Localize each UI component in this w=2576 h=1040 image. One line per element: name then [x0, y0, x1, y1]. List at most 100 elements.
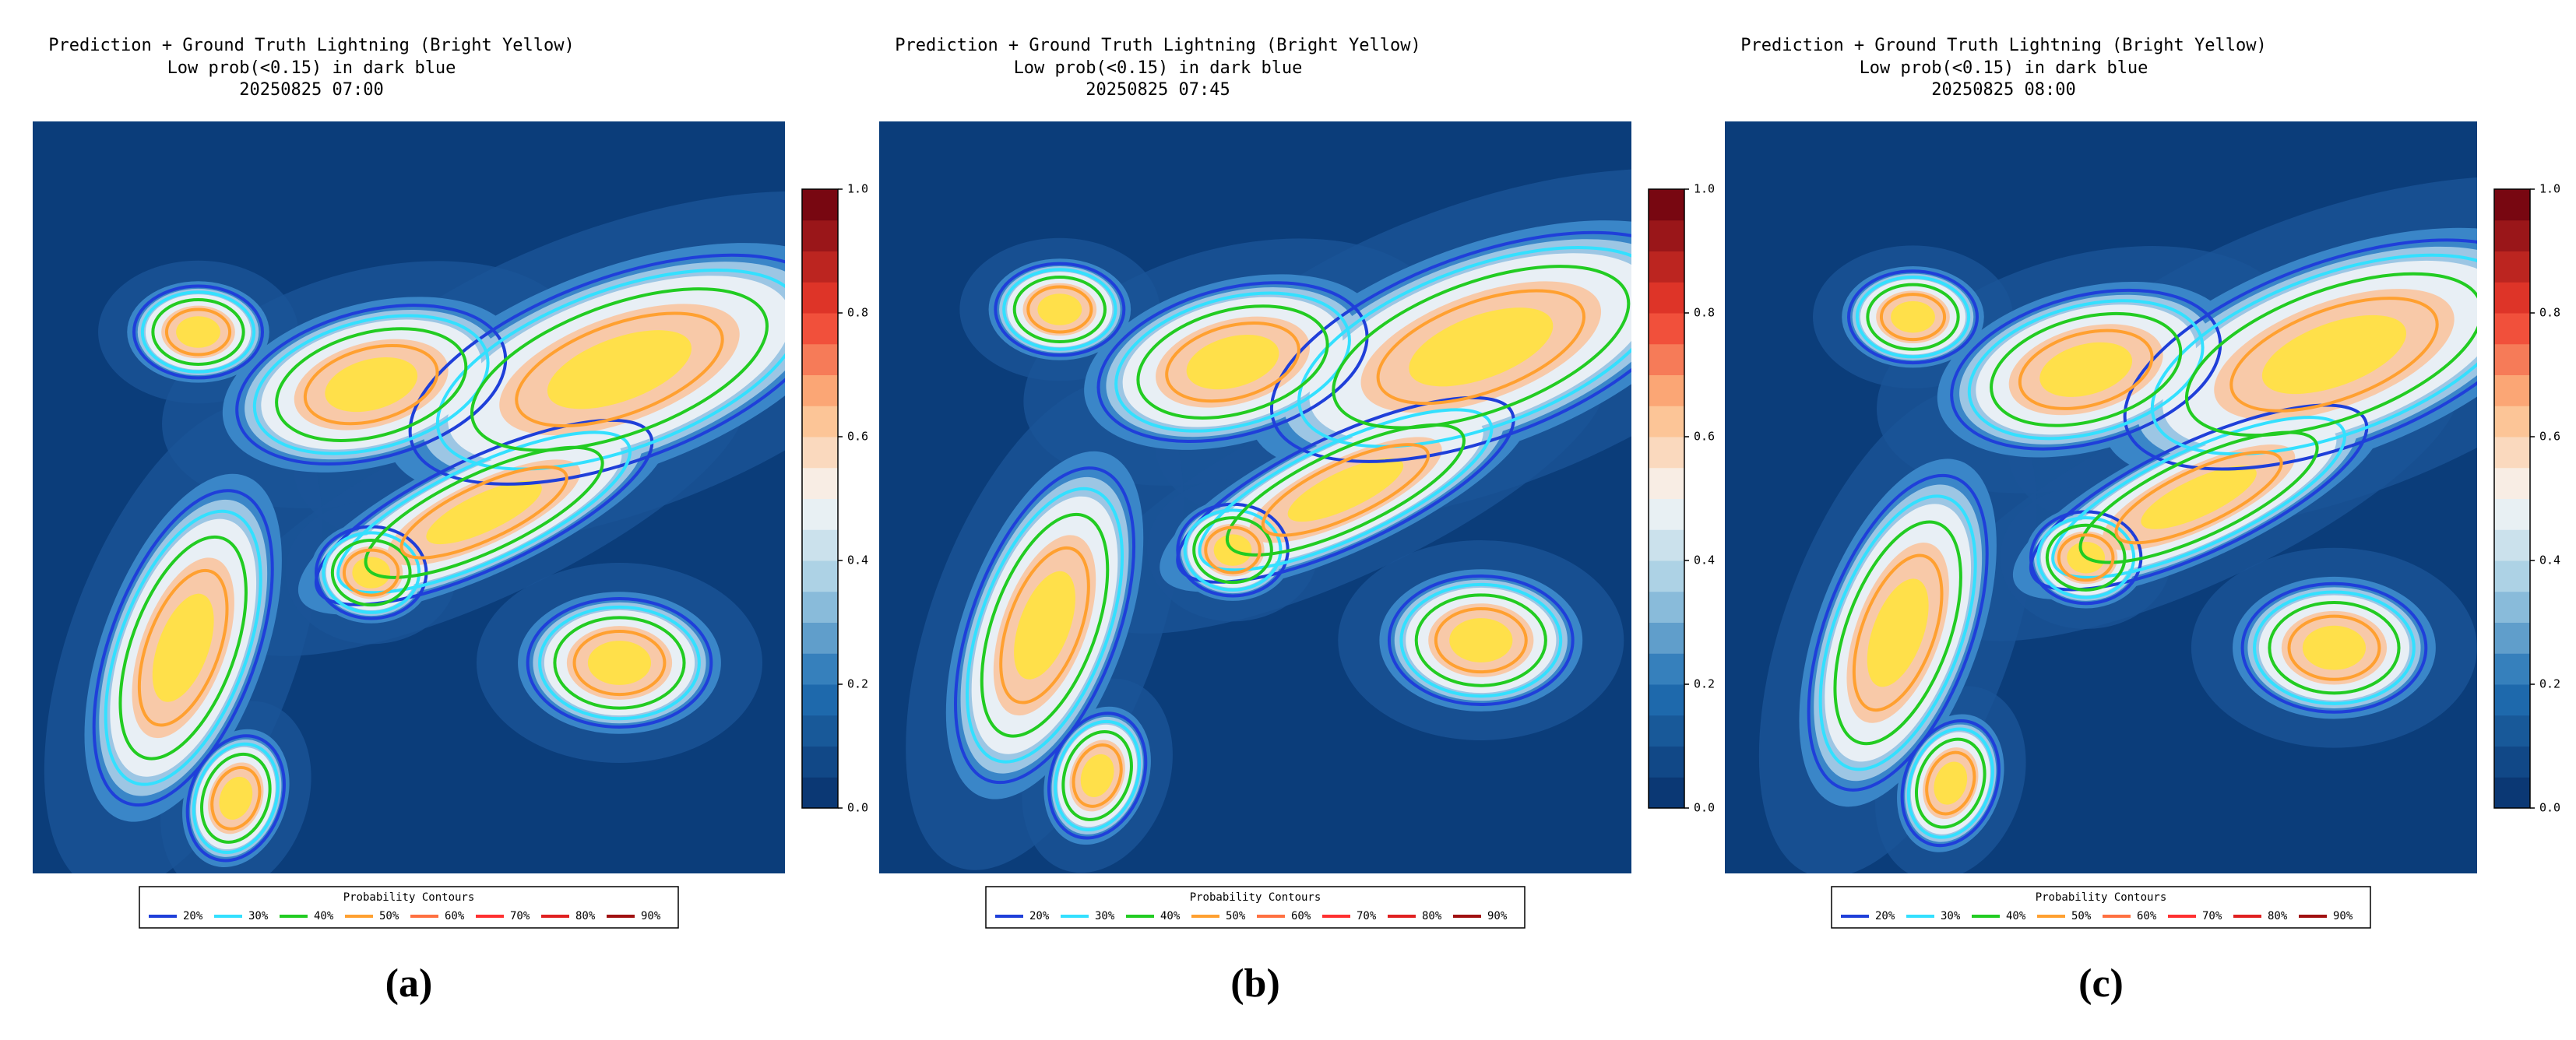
colorbar-tick-label: 0.0 — [1694, 801, 1715, 815]
legend-label: 50% — [2071, 910, 2092, 922]
colorbar-band — [802, 374, 838, 406]
contour-line — [1906, 727, 1994, 839]
contour-line — [470, 287, 769, 452]
colorbar-frame — [1648, 188, 1685, 809]
contour-line — [2018, 329, 2154, 410]
contour-line — [1866, 283, 1960, 351]
field-blob — [1037, 293, 1082, 325]
panel-label: (b) — [1230, 961, 1280, 1006]
legend-label: 20% — [183, 910, 203, 922]
contour-line — [330, 539, 412, 607]
colorbar-band — [1649, 282, 1684, 314]
colorbar-band — [1649, 343, 1684, 375]
field-blob — [1449, 618, 1513, 662]
contour-line — [1176, 395, 1515, 584]
colorbar-band — [2494, 437, 2530, 469]
colorbar-tick-label: 0.0 — [2539, 801, 2560, 815]
contour-line — [364, 445, 604, 579]
colorbar-tick-label: 0.0 — [847, 801, 868, 815]
contour-line — [1990, 311, 2183, 427]
colorbar-band — [802, 529, 838, 561]
colorbar-band — [802, 467, 838, 499]
panel-timestamp: 20250825 07:00 — [239, 80, 383, 100]
contour-line — [1434, 606, 1528, 674]
colorbar-band — [2494, 746, 2530, 778]
field-blob — [2302, 625, 2367, 670]
colorbar-band — [2494, 715, 2530, 747]
contour-line — [2036, 516, 2136, 599]
contour-line — [235, 304, 508, 466]
contour-line — [435, 269, 785, 471]
legend-label: 70% — [510, 910, 530, 922]
legend-label: 50% — [1226, 910, 1246, 922]
map — [33, 121, 785, 873]
contour-line — [1054, 719, 1142, 832]
contour-line — [118, 535, 248, 761]
contour-line — [151, 297, 245, 367]
contour-line — [2253, 590, 2416, 705]
legend-label: 70% — [2202, 910, 2222, 922]
field-blob — [1934, 761, 1968, 805]
contour-line — [2123, 238, 2477, 471]
contour-line — [303, 343, 439, 426]
contour-line — [342, 548, 400, 597]
contour-line — [336, 430, 632, 595]
colorbar-band — [2494, 251, 2530, 283]
field-blob — [219, 776, 253, 820]
legend-label: 60% — [445, 910, 465, 922]
contour-line — [572, 629, 667, 697]
legend-label: 90% — [1487, 910, 1508, 922]
colorbar-band — [802, 220, 838, 251]
colorbar-tick-label: 0.8 — [847, 306, 868, 320]
field-blob — [2141, 466, 2257, 529]
contour-line — [1847, 269, 1979, 365]
contour-line — [1165, 321, 1300, 403]
field-blob — [1867, 578, 1929, 687]
contour-line — [1387, 574, 1575, 707]
colorbar-band — [802, 715, 838, 747]
colorbar-band — [1649, 653, 1684, 685]
contour-line — [1297, 246, 1631, 448]
colorbar-band — [2494, 313, 2530, 345]
contour-line — [1183, 508, 1283, 592]
legend-label: 20% — [1029, 910, 1050, 922]
colorbar-band — [1649, 684, 1684, 716]
colorbar-band — [802, 343, 838, 375]
colorbar-band — [2494, 591, 2530, 623]
panel: Prediction + Ground Truth Lightning (Bri… — [33, 36, 868, 1006]
legend-label: 60% — [2137, 910, 2157, 922]
colorbar-band — [1649, 591, 1684, 623]
field-blob — [176, 316, 220, 348]
colorbar-tick-label: 1.0 — [847, 182, 868, 196]
colorbar-tick-label: 0.2 — [847, 677, 868, 691]
contour-line — [210, 766, 262, 831]
colorbar-band — [802, 560, 838, 592]
colorbar-band — [1649, 498, 1684, 530]
contour-line — [322, 531, 421, 614]
colorbar-band — [802, 622, 838, 654]
contour-line — [1026, 285, 1093, 334]
contour-line — [966, 487, 1124, 764]
contour-line — [1072, 743, 1123, 808]
colorbar-band — [2494, 282, 2530, 314]
contour-line — [1096, 281, 1369, 444]
contour-line — [1192, 516, 1273, 585]
contour-line — [192, 742, 280, 854]
panel-label: (a) — [385, 961, 433, 1006]
colorbar-tick-label: 0.8 — [1694, 306, 1715, 320]
colorbar-band — [2494, 622, 2530, 654]
field-blob — [2039, 342, 2133, 397]
colorbar-band — [2494, 220, 2530, 251]
contour-line — [2287, 614, 2381, 681]
colorbar-band — [802, 282, 838, 314]
contour-line — [408, 253, 785, 486]
contour-line — [104, 509, 262, 786]
contour-line — [137, 568, 229, 727]
colorbar-band — [802, 746, 838, 778]
colorbar-band — [1649, 715, 1684, 747]
legend-label: 90% — [2333, 910, 2353, 922]
contour-line — [1925, 750, 1976, 816]
panel-timestamp: 20250825 07:45 — [1086, 80, 1230, 100]
contour-line — [1204, 525, 1262, 574]
panel-title: Prediction + Ground Truth Lightning (Bri… — [48, 36, 575, 55]
